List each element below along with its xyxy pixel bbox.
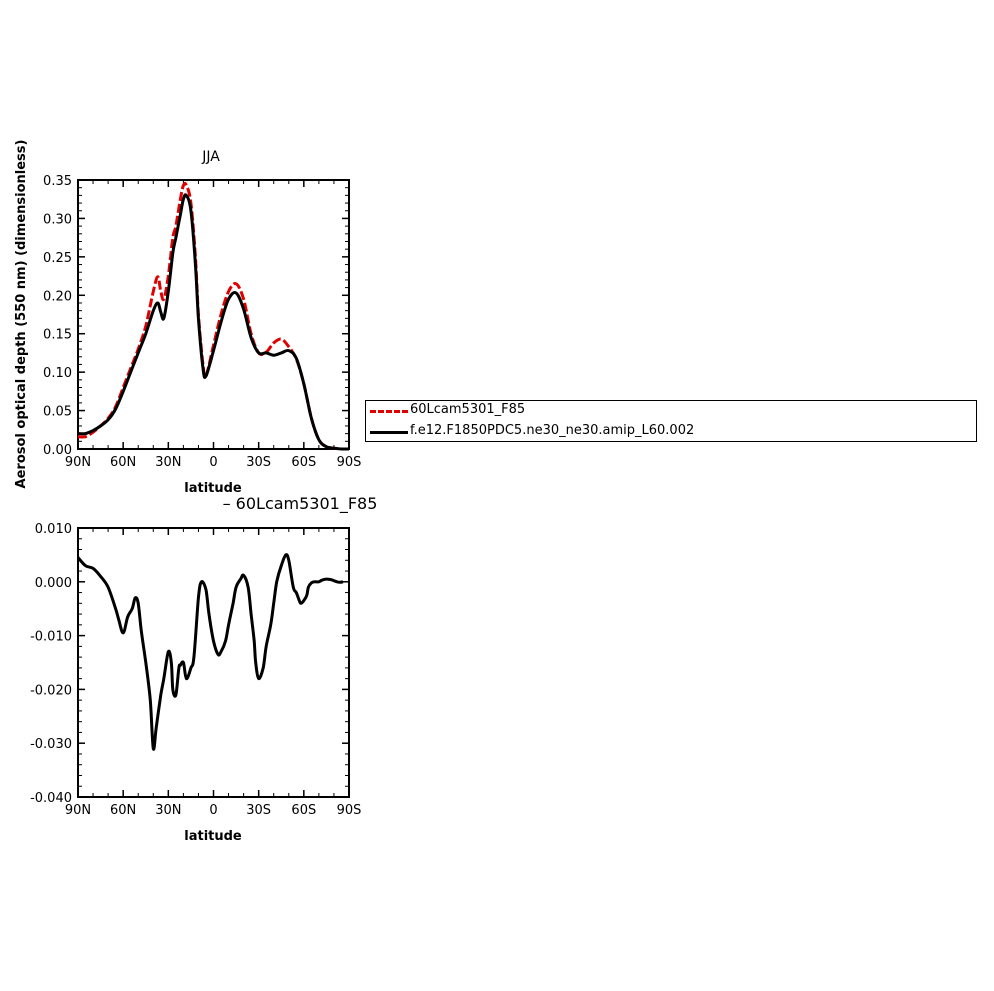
top-x-tick-label: 90S bbox=[337, 455, 362, 470]
bottom-y-tick-label: -0.020 bbox=[30, 683, 72, 698]
top-x-tick-label: 60S bbox=[291, 455, 316, 470]
top-x-tick-label: 0 bbox=[209, 455, 217, 470]
bottom-x-tick-label: 0 bbox=[209, 803, 217, 818]
bottom-chart-series bbox=[76, 553, 344, 751]
top-chart-x-axis-label: latitude bbox=[184, 481, 242, 496]
bottom-y-tick-label: 0.010 bbox=[35, 522, 72, 537]
top-y-tick-label: 0.05 bbox=[43, 405, 72, 420]
top-y-tick-label: 0.35 bbox=[43, 174, 72, 189]
legend-item-1: 60Lcam5301_F85 bbox=[366, 401, 976, 421]
bottom-y-tick-label: -0.040 bbox=[30, 791, 72, 806]
top-y-tick-label: 0.15 bbox=[43, 328, 72, 343]
legend-swatch-red-dashed bbox=[370, 410, 408, 413]
top-y-tick-label: 0.00 bbox=[43, 443, 72, 458]
top-series-line-2 bbox=[77, 193, 350, 451]
bottom-chart-x-axis-label: latitude bbox=[184, 829, 242, 844]
top-y-tick-label: 0.25 bbox=[43, 251, 72, 266]
legend-label-1: 60Lcam5301_F85 bbox=[410, 402, 526, 417]
bottom-plot-frame bbox=[77, 527, 350, 798]
bottom-chart: – 60Lcam5301_F85 latitude 90N 60N 30N 0 30S 6… bbox=[30, 494, 377, 844]
bottom-chart-title: – 60Lcam5301_F85 bbox=[223, 494, 378, 514]
bottom-x-tick-label: 30N bbox=[155, 803, 181, 818]
top-x-tick-label: 90N bbox=[65, 455, 91, 470]
bottom-y-tick-label: -0.010 bbox=[30, 630, 72, 645]
legend-swatch-black-solid bbox=[370, 431, 408, 434]
top-chart-title: JJA bbox=[201, 149, 220, 165]
bottom-x-tick-label: 60N bbox=[110, 803, 136, 818]
bottom-x-tick-label: 60S bbox=[291, 803, 316, 818]
legend: 60Lcam5301_F85 f.e12.F1850PDC5.ne30_ne30… bbox=[365, 400, 977, 442]
bottom-x-tick-label: 30S bbox=[246, 803, 271, 818]
top-x-tick-label: 60N bbox=[110, 455, 136, 470]
top-x-tick-label: 30N bbox=[155, 455, 181, 470]
bottom-y-tick-label: 0.000 bbox=[35, 576, 72, 591]
bottom-x-tick-label: 90N bbox=[65, 803, 91, 818]
top-chart-y-axis-label: Aerosol optical depth (550 nm) (dimensio… bbox=[14, 140, 29, 489]
top-y-tick-label: 0.30 bbox=[43, 212, 72, 227]
bottom-series-line-1 bbox=[76, 553, 344, 751]
top-chart-series bbox=[77, 181, 350, 451]
legend-label-2: f.e12.F1850PDC5.ne30_ne30.amip_L60.002 bbox=[410, 423, 695, 438]
top-x-tick-label: 30S bbox=[246, 455, 271, 470]
top-chart-axes: 90N 60N 30N 0 30S 60S 90S 0.00 0.05 0.10 0.15 0.20 0… bbox=[43, 174, 361, 470]
bottom-chart-axes: 90N 60N 30N 0 30S 60S 90S 0.010 0.000 -0.010 -0.02… bbox=[30, 522, 361, 818]
bottom-y-tick-label: -0.030 bbox=[30, 737, 72, 752]
legend-item-2: f.e12.F1850PDC5.ne30_ne30.amip_L60.002 bbox=[366, 422, 976, 442]
top-chart: JJA Aerosol optical depth (550 nm) (dime… bbox=[14, 140, 361, 496]
top-y-tick-label: 0.20 bbox=[43, 289, 72, 304]
bottom-x-tick-label: 90S bbox=[337, 803, 362, 818]
top-y-tick-label: 0.10 bbox=[43, 366, 72, 381]
